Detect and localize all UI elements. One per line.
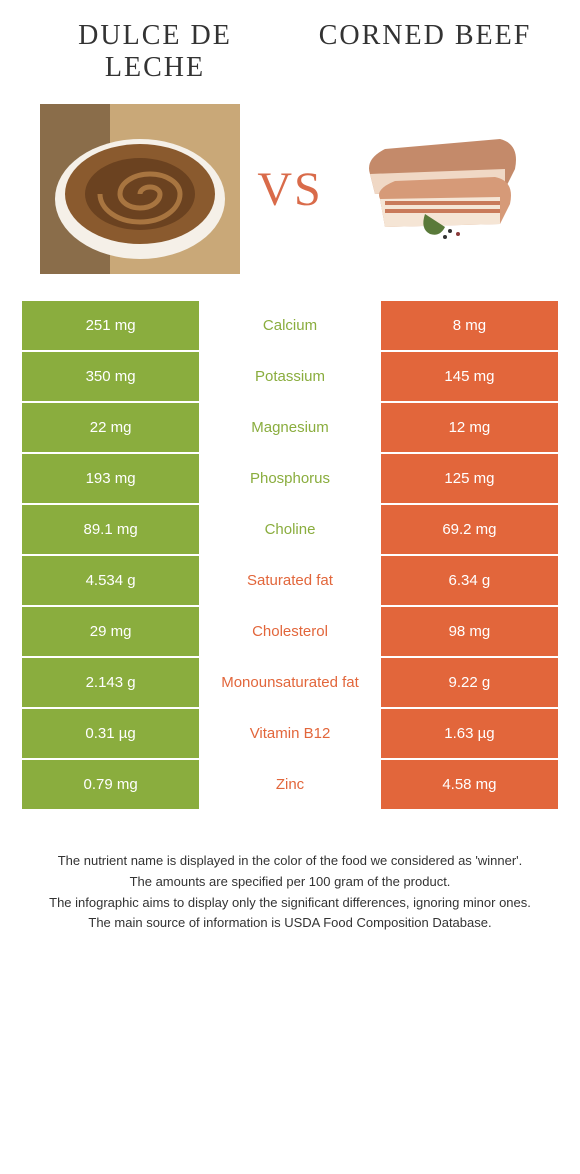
right-value-cell: 125 mg [380, 453, 559, 504]
right-value-cell: 145 mg [380, 351, 559, 402]
table-row: 89.1 mgCholine69.2 mg [21, 504, 559, 555]
table-row: 22 mgMagnesium12 mg [21, 402, 559, 453]
right-value-cell: 1.63 µg [380, 708, 559, 759]
nutrient-label-cell: Cholesterol [200, 606, 380, 657]
left-value-cell: 2.143 g [21, 657, 200, 708]
nutrient-label-cell: Vitamin B12 [200, 708, 380, 759]
vs-label: VS [257, 162, 322, 217]
right-value-cell: 8 mg [380, 300, 559, 351]
right-food-image [340, 104, 540, 274]
nutrient-label-cell: Phosphorus [200, 453, 380, 504]
right-value-cell: 69.2 mg [380, 504, 559, 555]
table-row: 0.79 mgZinc4.58 mg [21, 759, 559, 810]
table-row: 193 mgPhosphorus125 mg [21, 453, 559, 504]
left-food-title: DULCE DE LECHE [34, 20, 277, 84]
right-value-cell: 6.34 g [380, 555, 559, 606]
footer-line-4: The main source of information is USDA F… [40, 913, 540, 934]
left-value-cell: 0.79 mg [21, 759, 200, 810]
footer-notes: The nutrient name is displayed in the co… [20, 851, 560, 934]
left-value-cell: 193 mg [21, 453, 200, 504]
left-value-cell: 251 mg [21, 300, 200, 351]
right-value-cell: 9.22 g [380, 657, 559, 708]
nutrient-label-cell: Saturated fat [200, 555, 380, 606]
nutrient-label-cell: Magnesium [200, 402, 380, 453]
left-food-image [40, 104, 240, 274]
table-row: 2.143 gMonounsaturated fat9.22 g [21, 657, 559, 708]
right-food-title: CORNED BEEF [304, 20, 547, 84]
nutrient-label-cell: Calcium [200, 300, 380, 351]
table-row: 29 mgCholesterol98 mg [21, 606, 559, 657]
right-value-cell: 12 mg [380, 402, 559, 453]
footer-line-2: The amounts are specified per 100 gram o… [40, 872, 540, 893]
footer-line-1: The nutrient name is displayed in the co… [40, 851, 540, 872]
footer-line-3: The infographic aims to display only the… [40, 893, 540, 914]
right-value-cell: 98 mg [380, 606, 559, 657]
nutrient-label-cell: Potassium [200, 351, 380, 402]
left-value-cell: 89.1 mg [21, 504, 200, 555]
left-value-cell: 0.31 µg [21, 708, 200, 759]
table-row: 4.534 gSaturated fat6.34 g [21, 555, 559, 606]
nutrient-label-cell: Zinc [200, 759, 380, 810]
left-value-cell: 350 mg [21, 351, 200, 402]
table-row: 350 mgPotassium145 mg [21, 351, 559, 402]
right-value-cell: 4.58 mg [380, 759, 559, 810]
left-value-cell: 4.534 g [21, 555, 200, 606]
table-row: 251 mgCalcium8 mg [21, 300, 559, 351]
nutrient-label-cell: Monounsaturated fat [200, 657, 380, 708]
left-value-cell: 22 mg [21, 402, 200, 453]
left-value-cell: 29 mg [21, 606, 200, 657]
table-row: 0.31 µgVitamin B121.63 µg [21, 708, 559, 759]
nutrient-label-cell: Choline [200, 504, 380, 555]
nutrient-comparison-table: 251 mgCalcium8 mg350 mgPotassium145 mg22… [20, 299, 560, 811]
